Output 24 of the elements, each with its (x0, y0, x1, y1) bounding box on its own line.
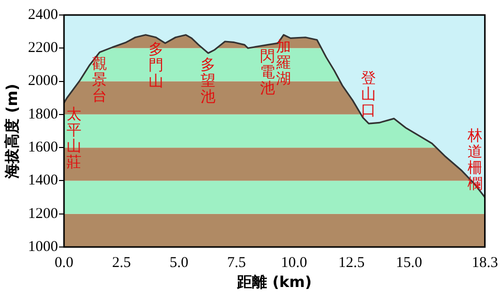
y-tick-label: 1600 (28, 140, 58, 156)
x-tick-label: 18.3 (472, 254, 498, 271)
y-tick-label: 2400 (28, 6, 58, 23)
x-tick-label: 12.5 (338, 254, 365, 271)
y-tick-label: 1800 (28, 106, 58, 122)
y-axis-title: 海拔高度 (m) (2, 84, 21, 180)
annotation: 閃電池 (260, 47, 276, 98)
annotation: 太平山莊 (66, 105, 82, 172)
x-axis-title: 距離 (km) (236, 272, 312, 291)
y-tick-label: 1400 (28, 172, 58, 189)
x-tick-label: 5.0 (170, 254, 188, 271)
x-tick-label: 10.0 (280, 254, 308, 271)
y-tick-label: 2200 (28, 40, 58, 56)
y-tick-label: 1200 (28, 206, 58, 222)
x-tick-label: 0.0 (54, 254, 74, 271)
x-tick-label: 2.5 (112, 254, 131, 271)
x-tick-label: 7.5 (227, 254, 246, 271)
y-tick-label: 1000 (28, 238, 58, 255)
annotation: 多望池 (200, 56, 216, 106)
y-tick-label: 2000 (28, 73, 58, 90)
x-tick-label: 15.0 (396, 254, 422, 271)
annotation: 多門山 (148, 40, 164, 90)
annotation: 觀景台 (92, 54, 108, 105)
annotation: 登山口 (361, 68, 376, 119)
